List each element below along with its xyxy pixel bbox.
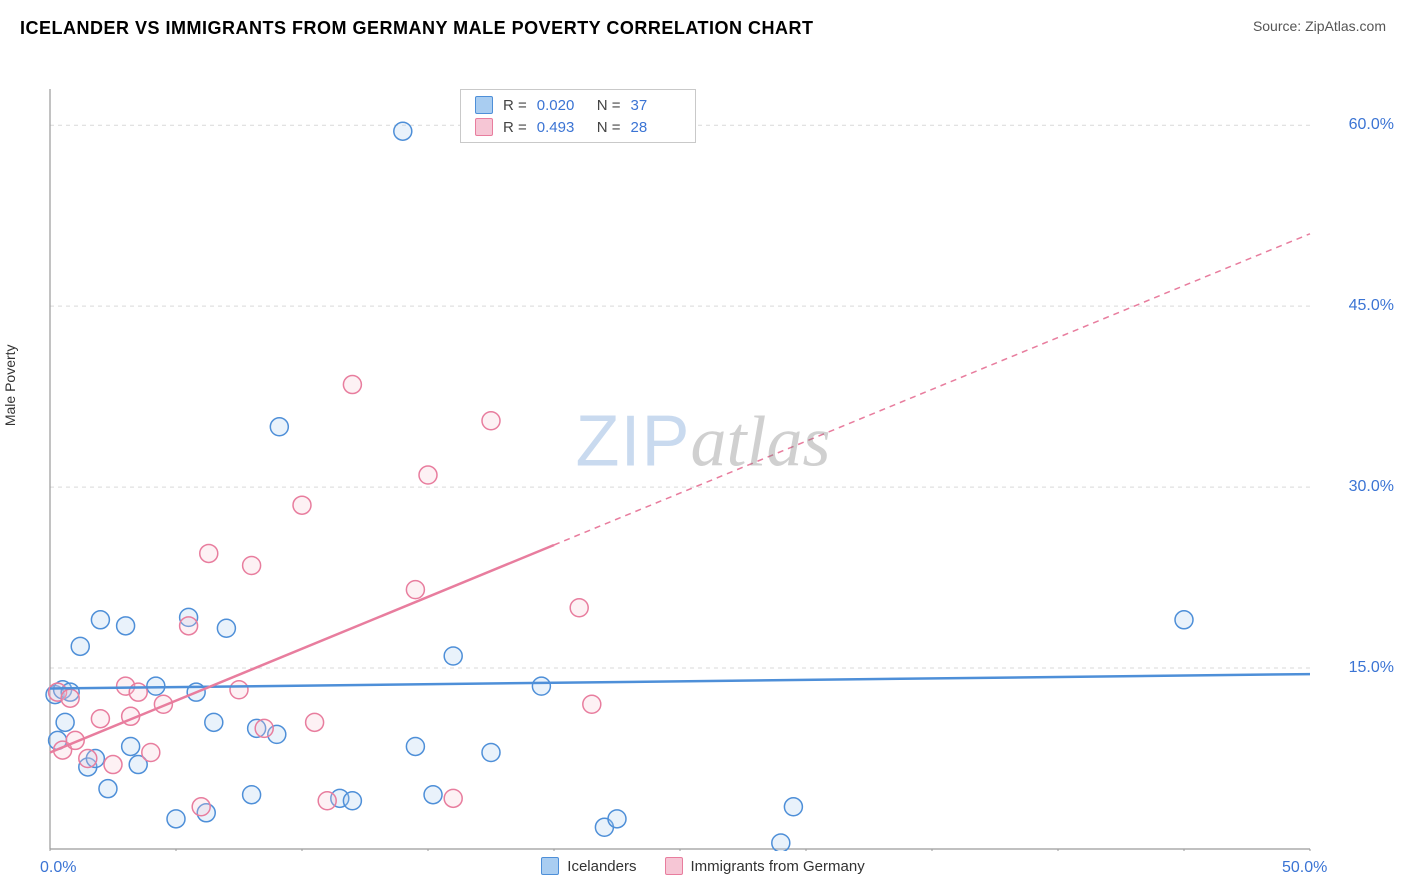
y-tick-label: 45.0%: [1349, 297, 1394, 315]
y-tick-label: 30.0%: [1349, 478, 1394, 496]
n-value: 37: [631, 97, 681, 114]
legend-swatch: [475, 118, 493, 136]
r-label: R =: [503, 119, 527, 136]
y-tick-label: 15.0%: [1349, 659, 1394, 677]
source-label: Source:: [1253, 18, 1301, 34]
source-name: ZipAtlas.com: [1305, 18, 1386, 34]
stats-row: R = 0.020 N = 37: [461, 94, 695, 116]
r-value: 0.020: [537, 97, 587, 114]
series-legend: Icelanders Immigrants from Germany: [0, 857, 1406, 875]
n-label: N =: [597, 119, 621, 136]
scatter-chart: [0, 39, 1406, 851]
r-value: 0.493: [537, 119, 587, 136]
n-value: 28: [631, 119, 681, 136]
n-label: N =: [597, 97, 621, 114]
legend-label: Immigrants from Germany: [691, 858, 865, 875]
legend-label: Icelanders: [567, 858, 636, 875]
r-label: R =: [503, 97, 527, 114]
legend-item: Immigrants from Germany: [665, 857, 865, 875]
chart-container: Male Poverty ZIPatlas R =0.020N =37R =0.…: [0, 39, 1406, 879]
legend-item: Icelanders: [541, 857, 636, 875]
stats-row: R = 0.493 N = 28: [461, 116, 695, 138]
chart-title: ICELANDER VS IMMIGRANTS FROM GERMANY MAL…: [20, 18, 814, 39]
correlation-stats-box: R = 0.020 N = 37 R = 0.493 N = 28: [460, 89, 696, 143]
legend-swatch: [541, 857, 559, 875]
y-axis-label: Male Poverty: [2, 344, 18, 426]
y-tick-label: 60.0%: [1349, 116, 1394, 134]
chart-header: ICELANDER VS IMMIGRANTS FROM GERMANY MAL…: [0, 0, 1406, 39]
legend-swatch: [665, 857, 683, 875]
source-attribution: Source: ZipAtlas.com: [1253, 18, 1386, 34]
legend-swatch: [475, 96, 493, 114]
